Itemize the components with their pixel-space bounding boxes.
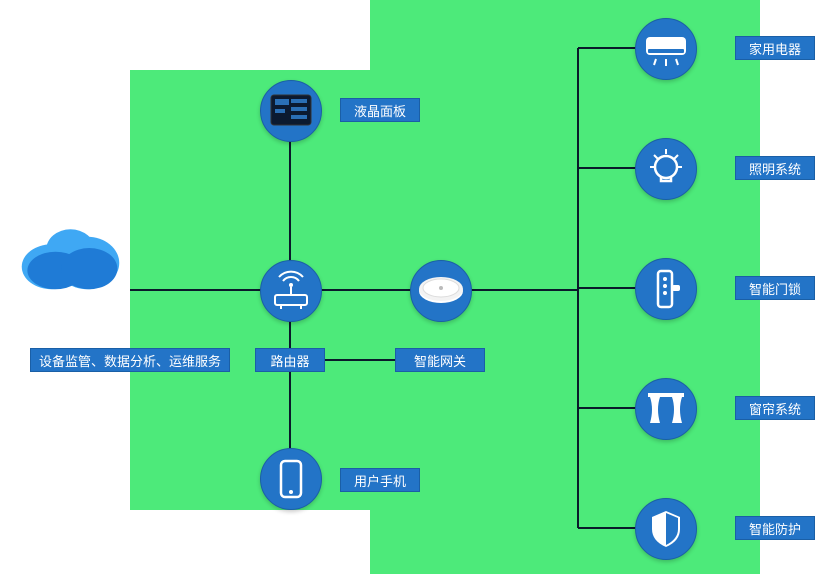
diagram-stage: 液晶面板路由器 智能网关用户手机 设备监管、数据分析、运维服务 家用电器照明系统智能门…	[0, 0, 825, 574]
label-curtain_lbl: 窗帘系统	[735, 396, 815, 420]
node-ac	[635, 18, 697, 80]
lock-icon	[636, 259, 696, 319]
panel-icon	[261, 81, 321, 141]
node-light	[635, 138, 697, 200]
gateway-icon	[411, 261, 471, 321]
shield-icon	[636, 499, 696, 559]
node-gateway	[410, 260, 472, 322]
label-light_lbl: 照明系统	[735, 156, 815, 180]
curtain-icon	[636, 379, 696, 439]
label-panel_lbl: 液晶面板	[340, 98, 420, 122]
label-cloud_lbl: 设备监管、数据分析、运维服务	[30, 348, 230, 372]
router-icon	[261, 261, 321, 321]
light-icon	[636, 139, 696, 199]
label-gateway_lbl: 智能网关	[395, 348, 485, 372]
node-lock	[635, 258, 697, 320]
label-ac_lbl: 家用电器	[735, 36, 815, 60]
node-curtain	[635, 378, 697, 440]
cloud-icon	[13, 218, 128, 293]
ac-icon	[636, 19, 696, 79]
node-shield	[635, 498, 697, 560]
phone-icon	[261, 449, 321, 509]
label-lock_lbl: 智能门锁	[735, 276, 815, 300]
label-router_lbl: 路由器	[255, 348, 325, 372]
label-phone_lbl: 用户手机	[340, 468, 420, 492]
node-router	[260, 260, 322, 322]
label-shield_lbl: 智能防护	[735, 516, 815, 540]
node-phone	[260, 448, 322, 510]
node-panel	[260, 80, 322, 142]
